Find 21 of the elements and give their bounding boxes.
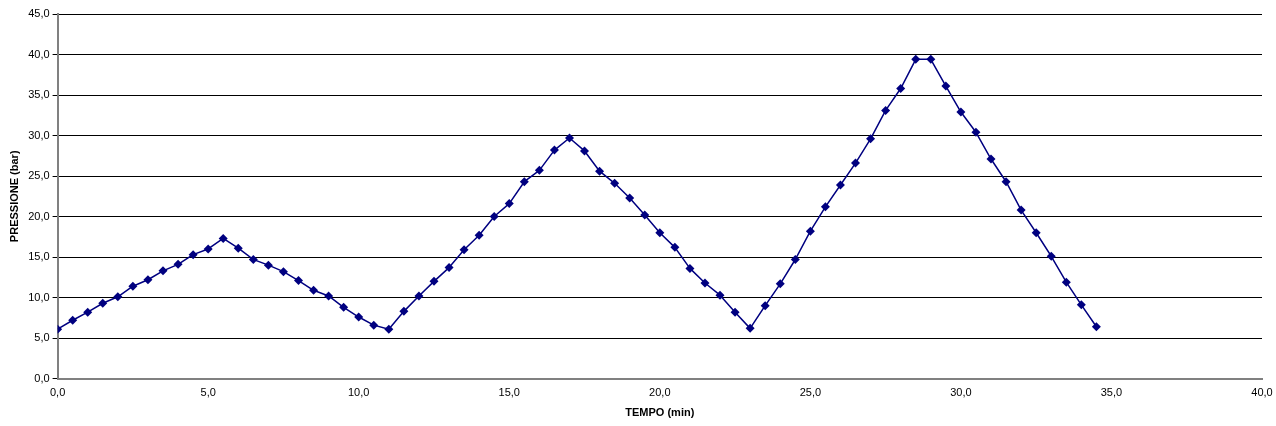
y-tick-label: 40,0 xyxy=(28,47,50,60)
y-tick-label: 30,0 xyxy=(28,128,50,141)
x-tick-label: 35,0 xyxy=(1100,386,1123,399)
y-axis-title: PRESSIONE (bar) xyxy=(7,150,20,243)
y-tick-label: 20,0 xyxy=(28,209,50,222)
x-tick-label: 15,0 xyxy=(498,386,520,399)
x-tick-label: 40,0 xyxy=(1251,386,1273,399)
y-tick-label: 0,0 xyxy=(34,371,50,384)
x-axis-title: TEMPO (min) xyxy=(625,406,695,419)
y-tick-label: 10,0 xyxy=(28,290,50,303)
x-tick-label: 20,0 xyxy=(649,386,671,399)
y-tick-label: 45,0 xyxy=(28,7,50,20)
y-tick-label: 35,0 xyxy=(28,88,50,101)
y-tick-label: 25,0 xyxy=(28,169,50,182)
x-tick-label: 10,0 xyxy=(348,386,370,399)
y-tick-label: 5,0 xyxy=(34,331,50,344)
y-tick-label: 15,0 xyxy=(28,250,50,263)
x-tick-label: 25,0 xyxy=(799,386,822,399)
x-tick-label: 0,0 xyxy=(49,386,66,399)
x-tick-label: 30,0 xyxy=(950,386,972,399)
x-tick-label: 5,0 xyxy=(200,386,216,399)
